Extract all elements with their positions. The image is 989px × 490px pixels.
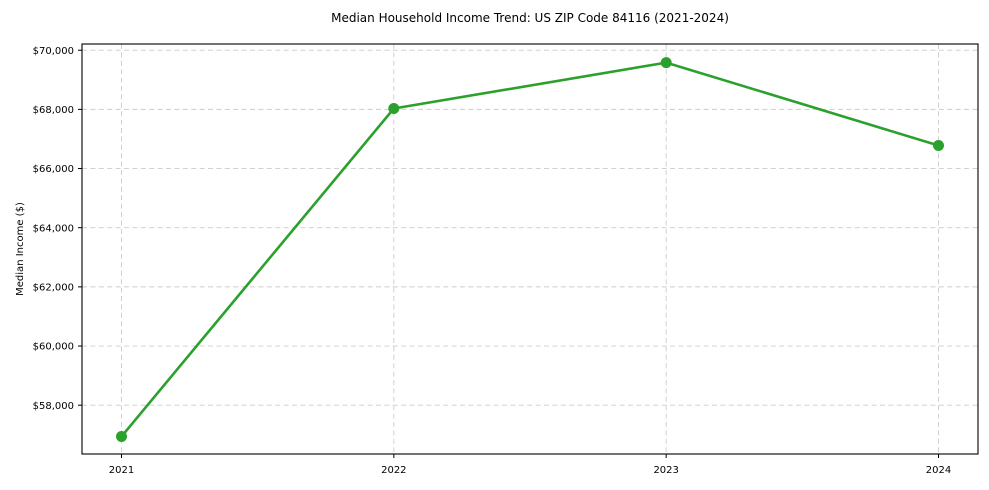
series-layer <box>116 57 944 442</box>
data-point-2022 <box>388 103 400 114</box>
series-line <box>120 61 940 438</box>
y-tick-label: $66,000 <box>33 164 74 175</box>
y-tick-label: $64,000 <box>33 223 74 234</box>
grid-layer <box>82 44 978 454</box>
y-axis-label: Median Income ($) <box>15 202 26 296</box>
data-point-2023 <box>660 57 672 69</box>
plot-border <box>81 43 979 455</box>
y-tick-label: $70,000 <box>33 46 74 57</box>
y-tick-label: $68,000 <box>33 105 74 116</box>
x-tick-label: 2023 <box>653 465 678 476</box>
axis-layer: $58,000 $60,000 $62,000 $64,000 $66,000 $68,0… <box>33 43 979 476</box>
y-tick-label: $58,000 <box>33 401 74 412</box>
x-tick-label: 2024 <box>926 465 951 476</box>
data-point-2024 <box>933 140 944 151</box>
y-tick-label: $62,000 <box>33 282 74 293</box>
chart-title: Median Household Income Trend: US ZIP Co… <box>331 11 729 25</box>
data-point-2021 <box>116 431 127 442</box>
x-tick-label: 2021 <box>109 465 134 476</box>
x-tick-label: 2022 <box>381 465 406 476</box>
y-tick-label: $60,000 <box>33 342 74 353</box>
